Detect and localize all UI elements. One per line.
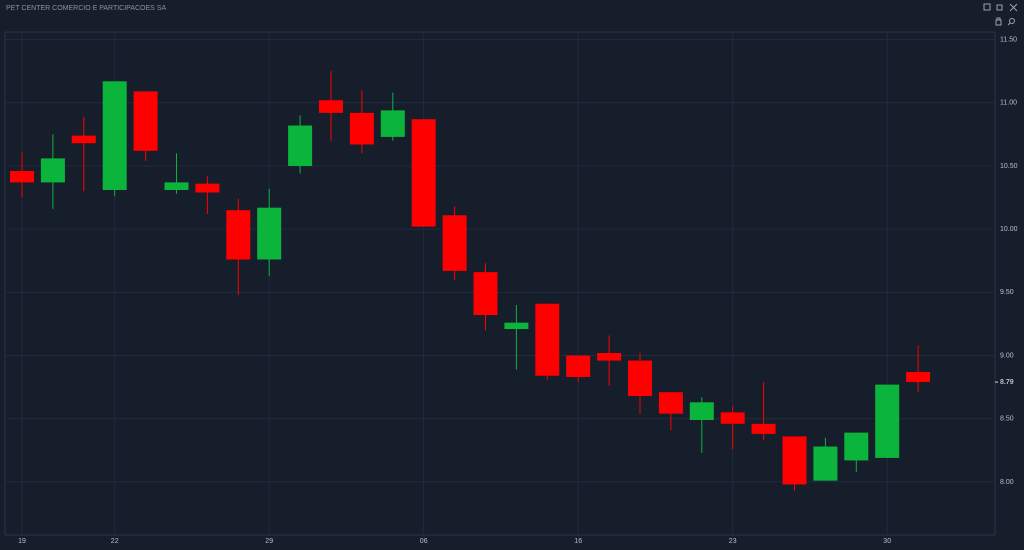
x-tick-label: 22 xyxy=(111,538,119,545)
candle-body xyxy=(844,432,869,461)
candle-body xyxy=(782,436,807,485)
candle-body xyxy=(597,353,622,361)
candle-body xyxy=(102,81,127,190)
window-controls[interactable] xyxy=(983,3,1018,26)
x-tick-label: 23 xyxy=(729,538,737,545)
candle-body xyxy=(164,182,189,190)
y-tick-label: 11.00 xyxy=(1000,100,1017,107)
candle-body xyxy=(380,110,405,137)
candle-body xyxy=(504,322,529,329)
x-tick-label: 29 xyxy=(265,538,273,545)
candle-body xyxy=(349,112,374,145)
y-tick-label: 9.50 xyxy=(1000,289,1014,296)
y-tick-label: 8.50 xyxy=(1000,416,1014,423)
candle-body xyxy=(133,91,158,151)
x-tick-label: 30 xyxy=(883,538,891,545)
candle-body xyxy=(40,158,65,183)
y-tick-label: 9.00 xyxy=(1000,352,1014,359)
candle-body xyxy=(319,100,343,113)
candle-body xyxy=(442,215,467,271)
candle-body xyxy=(473,272,498,316)
candle-body xyxy=(751,423,776,434)
last-price-label: 8.79 xyxy=(1000,379,1014,386)
candle-body xyxy=(566,355,591,378)
candle-body xyxy=(813,446,838,481)
candle-body xyxy=(875,384,900,458)
chart-title: PET CENTER COMERCIO E PARTICIPACOES SA xyxy=(6,5,166,12)
y-tick-label: 10.50 xyxy=(1000,163,1018,170)
candle-body xyxy=(226,210,251,260)
candle-body xyxy=(195,183,220,193)
restore-button[interactable] xyxy=(996,4,1003,11)
x-tick-label: 06 xyxy=(420,538,428,545)
candle-body xyxy=(71,135,96,144)
x-tick-label: 19 xyxy=(18,538,26,545)
candle-body xyxy=(288,125,313,166)
candle-body xyxy=(720,412,745,424)
candle-body xyxy=(411,119,436,227)
y-tick-label: 11.50 xyxy=(1000,36,1017,43)
y-tick-label: 8.00 xyxy=(1000,479,1014,486)
candle-body xyxy=(906,371,931,383)
y-tick-label: 10.00 xyxy=(1000,226,1018,233)
maximize-button[interactable] xyxy=(983,3,991,11)
candle-body xyxy=(257,207,282,260)
candle-body xyxy=(658,392,683,414)
candle-body xyxy=(628,360,652,396)
x-tick-label: 16 xyxy=(574,538,582,545)
search-handle xyxy=(1007,22,1011,26)
candle-body xyxy=(535,303,560,376)
candle-body xyxy=(689,402,714,420)
close-button[interactable] xyxy=(1009,3,1018,12)
lock-button[interactable] xyxy=(995,17,1002,26)
candle-body xyxy=(10,171,34,183)
search-button[interactable] xyxy=(1009,18,1015,24)
